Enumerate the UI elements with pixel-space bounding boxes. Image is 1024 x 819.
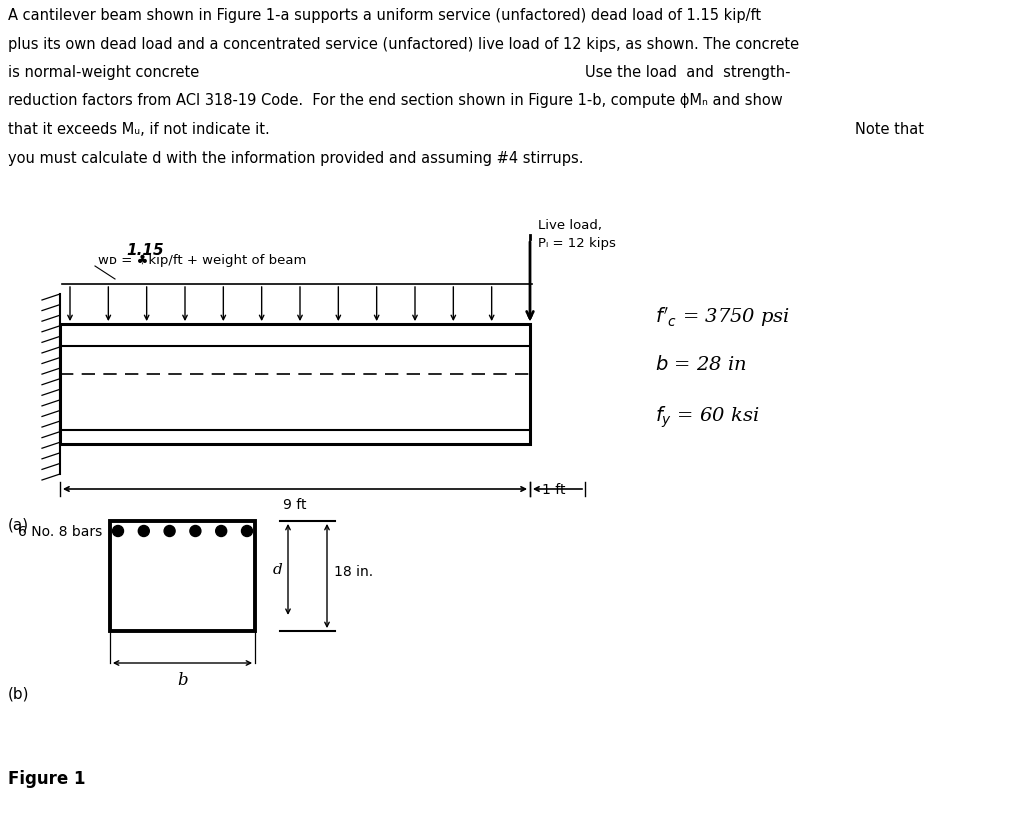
Bar [60, 324, 530, 445]
Text: 18 in.: 18 in. [334, 564, 373, 578]
Text: $f'_c$ = 3750 psi: $f'_c$ = 3750 psi [655, 305, 791, 328]
Text: Live load,: Live load, [538, 219, 602, 232]
Text: b: b [177, 672, 187, 688]
Circle shape [216, 526, 226, 536]
Text: d: d [272, 563, 282, 577]
Text: you must calculate d with the information provided and assuming #4 stirrups.: you must calculate d with the informatio… [8, 151, 584, 165]
Text: plus its own dead load and a concentrated service (unfactored) live load of 12 k: plus its own dead load and a concentrate… [8, 37, 799, 52]
Text: Use the load  and  strength-: Use the load and strength- [585, 65, 791, 80]
Text: Figure 1: Figure 1 [8, 769, 85, 787]
Circle shape [113, 526, 124, 536]
Text: 1 ft: 1 ft [542, 482, 565, 496]
Circle shape [242, 526, 253, 536]
Text: (b): (b) [8, 686, 30, 701]
Text: (a): (a) [8, 518, 29, 532]
Text: 9 ft: 9 ft [284, 497, 307, 511]
Circle shape [164, 526, 175, 536]
Text: $b$ = 28 in: $b$ = 28 in [655, 355, 746, 373]
Bar [110, 522, 255, 631]
Text: 6 No. 8 bars: 6 No. 8 bars [17, 524, 102, 538]
Circle shape [189, 526, 201, 536]
Text: is normal-weight concrete: is normal-weight concrete [8, 65, 200, 80]
Text: 1.15: 1.15 [126, 242, 164, 258]
Text: reduction factors from ACI 318-19 Code.  For the end section shown in Figure 1-b: reduction factors from ACI 318-19 Code. … [8, 93, 782, 108]
Text: wᴅ = ♣kip/ft + weight of beam: wᴅ = ♣kip/ft + weight of beam [98, 254, 306, 267]
Text: Note that: Note that [855, 122, 924, 137]
Circle shape [138, 526, 150, 536]
Text: that it exceeds Mᵤ, if not indicate it.: that it exceeds Mᵤ, if not indicate it. [8, 122, 269, 137]
Text: Pₗ = 12 kips: Pₗ = 12 kips [538, 237, 615, 250]
Text: $f_y$ = 60 ksi: $f_y$ = 60 ksi [655, 405, 760, 430]
Text: A cantilever beam shown in Figure 1-a supports a uniform service (unfactored) de: A cantilever beam shown in Figure 1-a su… [8, 8, 761, 23]
